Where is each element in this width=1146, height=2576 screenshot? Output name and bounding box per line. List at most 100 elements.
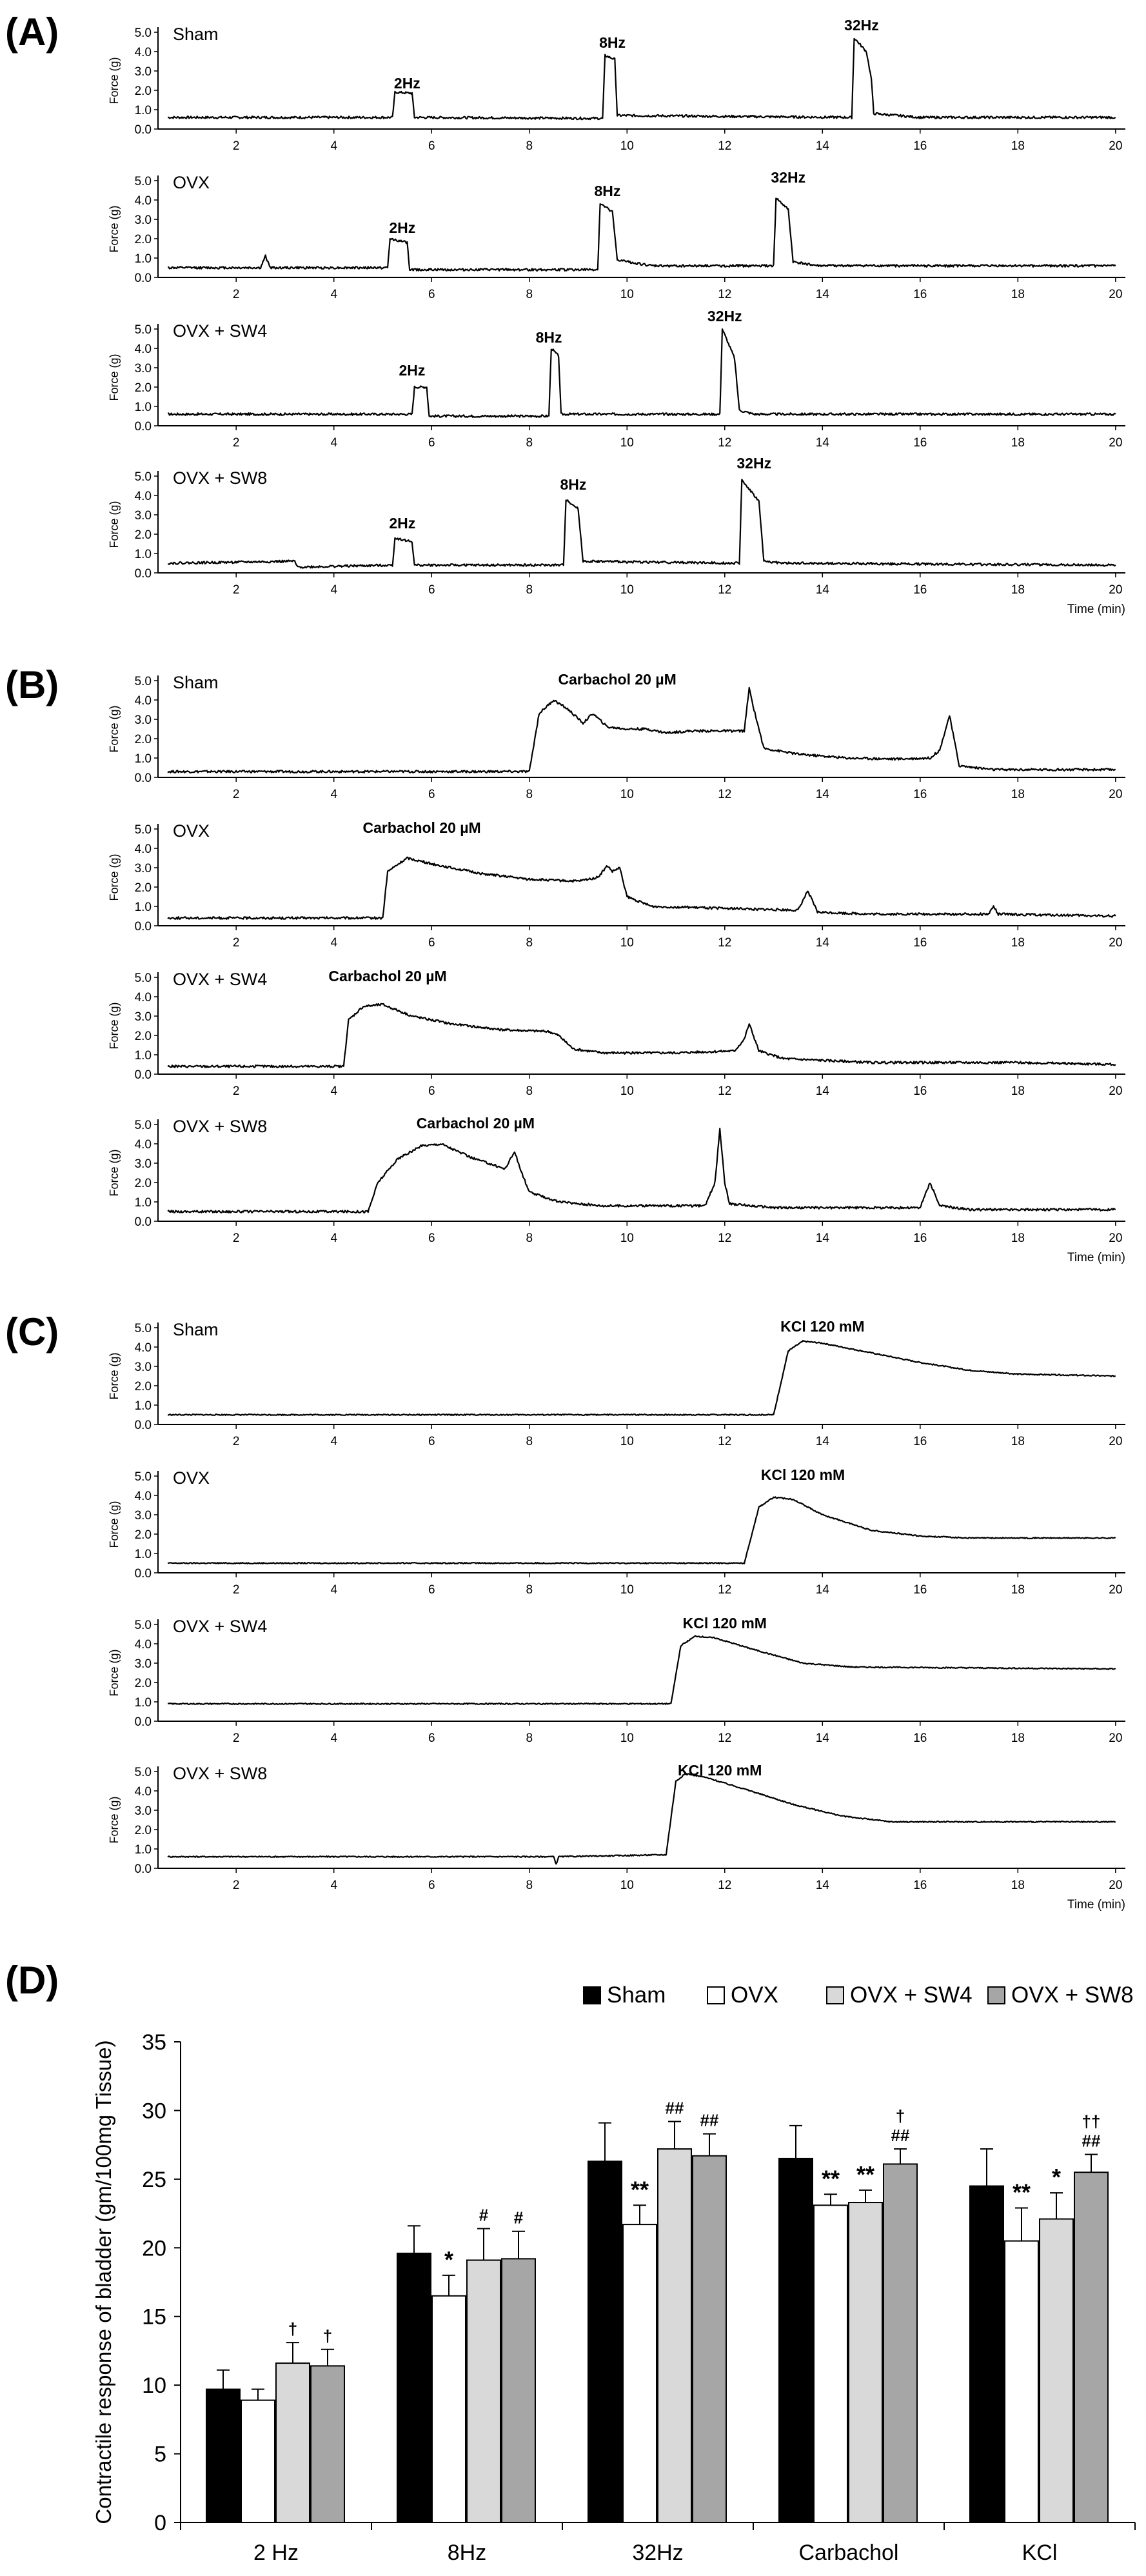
y-tick-label: 0.0 <box>135 1419 152 1432</box>
y-tick-label: 1.0 <box>135 104 152 117</box>
group-name: Sham <box>173 25 219 44</box>
force-trace <box>168 197 1116 272</box>
y-tick-label: 0.0 <box>135 1715 152 1729</box>
stimulus-label: 8Hz <box>536 329 562 346</box>
x-tick-label: 20 <box>1109 436 1122 450</box>
panel-label: (A) <box>5 10 59 54</box>
stimulus-label: Carbachol 20 µM <box>558 671 676 688</box>
significance-mark: † <box>323 2326 332 2346</box>
bar-ovx <box>431 2295 466 2523</box>
x-tick-label: 4 <box>330 139 337 153</box>
x-tick-label: 12 <box>718 1084 731 1098</box>
y-tick-label: 4.0 <box>135 46 152 59</box>
y-axis-label: Force (g) <box>108 1501 121 1548</box>
x-tick-label: 16 <box>913 1435 927 1448</box>
trace-row: 0.0 1.0 2.0 3.0 4.0 5.0 Force (g) 2 4 6 8 10 12 14 16 1… <box>108 1318 1125 1448</box>
x-tick-label: 6 <box>428 436 435 450</box>
significance-mark: * <box>444 2246 453 2273</box>
significance-mark: † ## <box>891 2106 910 2145</box>
bar-chart-d: (D) 0 5 10 15 20 25 30 35 Contractile response of… <box>5 1959 1136 2565</box>
y-tick-label: 2.0 <box>135 1380 152 1393</box>
x-tick-label: 8 <box>526 788 533 801</box>
trace-row: 0.0 1.0 2.0 3.0 4.0 5.0 Force (g) 2 4 6 8 10 12 14 16 1… <box>108 1762 1125 1912</box>
significance-mark: ** <box>631 2176 649 2202</box>
x-tick-label: 10 <box>620 788 634 801</box>
x-tick-label: 10 <box>620 1232 634 1245</box>
y-tick-label: 4.0 <box>135 1785 152 1799</box>
x-tick-label: 8 <box>526 1879 533 1892</box>
x-tick-label: 20 <box>1109 1583 1122 1597</box>
trace-row: 0.0 1.0 2.0 3.0 4.0 5.0 Force (g) 2 4 6 8 10 12 14 16 1… <box>108 308 1125 450</box>
significance-mark: * <box>1052 2164 1061 2190</box>
y-tick-label: 1.0 <box>135 1049 152 1063</box>
y-tick-label: 2.0 <box>135 1030 152 1043</box>
legend-label: Sham <box>607 1982 666 2008</box>
category-label: KCl <box>1022 2541 1058 2565</box>
x-tick-label: 20 <box>1109 288 1122 301</box>
group-name: OVX + SW4 <box>173 321 267 341</box>
x-tick-label: 10 <box>620 1732 634 1745</box>
bar-ovx <box>813 2204 848 2524</box>
stimulus-label: 8Hz <box>595 183 621 199</box>
x-tick-label: 6 <box>428 139 435 153</box>
x-tick-label: 2 <box>233 1583 240 1597</box>
x-tick-label: 14 <box>816 1232 830 1245</box>
y-tick-label: 4.0 <box>135 1638 152 1652</box>
y-tick-label: 5.0 <box>135 470 152 484</box>
x-tick-label: 2 <box>233 436 240 450</box>
x-tick-label: 16 <box>913 1583 927 1597</box>
x-tick-label: 20 <box>1109 1435 1122 1448</box>
x-tick-label: 2 <box>233 1232 240 1245</box>
x-tick-label: 14 <box>816 1583 830 1597</box>
y-tick-label: 2.0 <box>135 381 152 395</box>
group-name: OVX <box>173 1468 210 1488</box>
x-tick-label: 2 <box>233 788 240 801</box>
group-name: OVX + SW8 <box>173 468 267 488</box>
y-tick-label: 5.0 <box>135 1322 152 1335</box>
trace-row: 0.0 1.0 2.0 3.0 4.0 5.0 Force (g) 2 4 6 8 10 12 14 16 1… <box>108 169 1125 301</box>
group-name: OVX <box>173 173 210 192</box>
x-tick-label: 16 <box>913 139 927 153</box>
x-tick-label: 12 <box>718 139 731 153</box>
x-tick-label: 10 <box>620 139 634 153</box>
x-tick-label: 18 <box>1011 1435 1025 1448</box>
x-tick-label: 16 <box>913 936 927 950</box>
significance-mark: ## <box>666 2098 684 2117</box>
x-tick-label: 10 <box>620 936 634 950</box>
x-tick-label: 14 <box>816 1435 830 1448</box>
x-tick-label: 8 <box>526 1732 533 1745</box>
bar-sham <box>588 2161 622 2524</box>
x-tick-label: 4 <box>330 1084 337 1098</box>
y-axis-label: Force (g) <box>108 1649 121 1696</box>
x-tick-label: 14 <box>816 436 830 450</box>
y-axis-label: Force (g) <box>108 205 121 252</box>
x-tick-label: 12 <box>718 288 731 301</box>
x-tick-label: 14 <box>816 936 830 950</box>
x-tick-label: 16 <box>913 1879 927 1892</box>
y-tick-label: 0.0 <box>135 1068 152 1082</box>
y-axis-label: Force (g) <box>108 1149 121 1196</box>
y-tick-label: 2.0 <box>135 733 152 746</box>
panel-label: (B) <box>5 663 59 706</box>
y-tick-label: 1.0 <box>135 1696 152 1710</box>
x-tick-label: 16 <box>913 288 927 301</box>
x-tick-label: 18 <box>1011 139 1025 153</box>
x-tick-label: 16 <box>913 436 927 450</box>
legend-swatch <box>583 1986 601 2004</box>
y-tick-label: 0.0 <box>135 1567 152 1581</box>
y-tick-label: 1.0 <box>135 1548 152 1561</box>
x-tick-label: 2 <box>233 288 240 301</box>
y-tick-label: 5.0 <box>135 323 152 337</box>
y-tick-label: 2.0 <box>135 1528 152 1542</box>
y-tick-label: 20 <box>142 2236 166 2261</box>
category-label: 32Hz <box>632 2541 683 2565</box>
panel-label: (D) <box>5 1959 59 2002</box>
time-axis-label: Time (min) <box>1067 1251 1125 1264</box>
x-tick-label: 2 <box>233 1435 240 1448</box>
group-name: OVX + SW4 <box>173 1617 267 1636</box>
x-tick-label: 18 <box>1011 1879 1025 1892</box>
y-axis-label: Force (g) <box>108 1352 121 1399</box>
significance-mark: ** <box>1013 2179 1031 2206</box>
y-tick-label: 3.0 <box>135 65 152 79</box>
stimulus-label: KCl 120 mM <box>678 1762 762 1779</box>
